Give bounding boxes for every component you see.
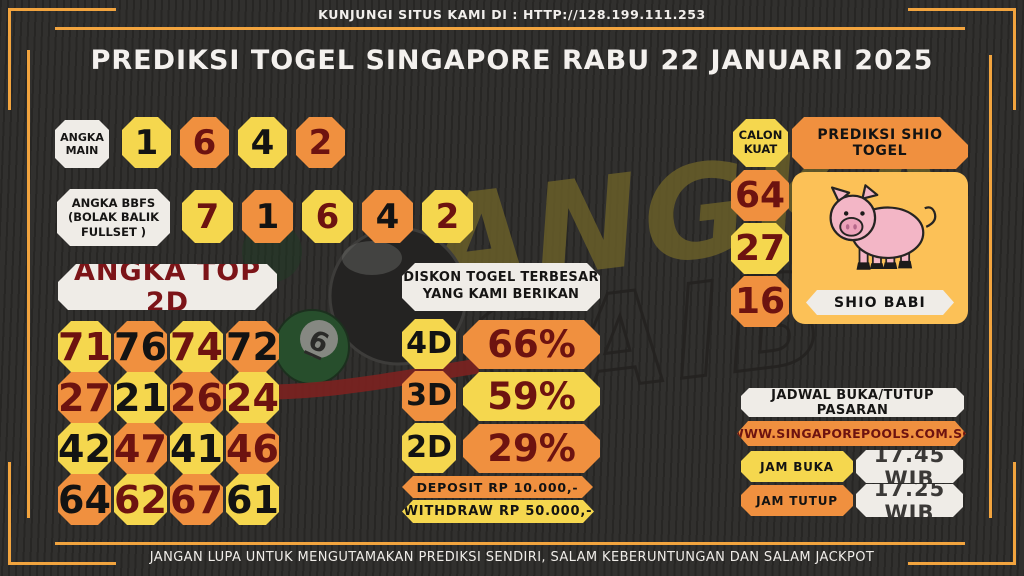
angka-bbfs-digit: 1 [242, 190, 293, 243]
shio-panel: SHIO BABI [792, 172, 968, 324]
angka-bbfs-label-line1: ANGKA BBFS [71, 195, 156, 210]
top-bar: KUNJUNGI SITUS KAMI DI : HTTP://128.199.… [0, 4, 1024, 24]
angka-top-2d-header: ANGKA TOP 2D [58, 264, 277, 310]
frame-corner-bl [8, 462, 11, 565]
jadwal-title-text: JADWAL BUKA/TUTUP PASARAN [771, 387, 934, 418]
frame-bottom-line [55, 542, 965, 545]
calon-kuat-line1: CALON [738, 128, 783, 143]
website-bar: WWW.SINGAPOREPOOLS.COM.SG [737, 421, 966, 446]
diskon-header: DISKON TOGEL TERBESAR YANG KAMI BERIKAN [402, 263, 600, 311]
diskon-3d-value: 59% [463, 372, 600, 421]
shio-number: 16 [731, 276, 789, 327]
angka-bbfs-label-line2: (BOLAK BALIK [67, 210, 160, 225]
top2d-cell: 41 [170, 423, 223, 474]
top2d-cell: 47 [114, 423, 167, 474]
angka-bbfs-label: ANGKA BBFS (BOLAK BALIK FULLSET ) [57, 189, 170, 246]
angka-bbfs-digit: 7 [182, 190, 233, 243]
top2d-cell: 21 [114, 372, 167, 423]
calon-kuat-badge: CALON KUAT [733, 119, 788, 167]
angka-bbfs-label-line3: FULLSET ) [80, 224, 147, 239]
diskon-2d-value: 29% [463, 424, 600, 473]
frame-left-line [27, 50, 30, 518]
website-text[interactable]: WWW.SINGAPOREPOOLS.COM.SG [730, 426, 973, 441]
deposit-text: DEPOSIT RP 10.000,- [416, 479, 579, 495]
jam-tutup-value: 17.25 WIB [856, 484, 963, 517]
diskon-4d-value: 66% [463, 320, 600, 369]
top2d-cell: 64 [58, 474, 111, 525]
angka-bbfs-digit: 2 [422, 190, 473, 243]
jam-buka-text: JAM BUKA [760, 459, 834, 474]
deposit-bar: DEPOSIT RP 10.000,- [402, 476, 593, 498]
diskon-2d-label: 2D [402, 423, 456, 473]
shio-header: PREDIKSI SHIO TOGEL [792, 117, 968, 169]
top2d-cell: 26 [170, 372, 223, 423]
angka-main-digit: 1 [122, 117, 171, 168]
diskon-3d-label: 3D [402, 371, 456, 421]
frame-top-line [55, 27, 965, 30]
angka-bbfs-digit: 4 [362, 190, 413, 243]
page-title: PREDIKSI TOGEL SINGAPORE RABU 22 JANUARI… [0, 40, 1024, 80]
shio-animal-bar: SHIO BABI [806, 290, 954, 315]
top2d-cell: 67 [170, 474, 223, 525]
jam-buka-value: 17.45 WIB [856, 450, 963, 483]
pig-illustration [829, 184, 937, 270]
top2d-cell: 46 [226, 423, 279, 474]
jam-buka-label: JAM BUKA [741, 451, 853, 482]
jadwal-header: JADWAL BUKA/TUTUP PASARAN [741, 388, 964, 417]
jam-tutup-label: JAM TUTUP [741, 485, 853, 516]
frame-corner-bl [8, 562, 116, 565]
angka-bbfs-digit: 6 [302, 190, 353, 243]
diskon-title-line1: DISKON TOGEL TERBESAR [403, 270, 599, 286]
frame-corner-br [908, 562, 1016, 565]
angka-main-label-line1: ANGKA [60, 130, 104, 144]
footer-bar: JANGAN LUPA UNTUK MENGUTAMAKAN PREDIKSI … [0, 546, 1024, 568]
top2d-cell: 24 [226, 372, 279, 423]
frame-corner-tl [8, 8, 116, 11]
diskon-4d-label: 4D [402, 319, 456, 369]
shio-number: 64 [731, 170, 789, 221]
footer-text: JANGAN LUPA UNTUK MENGUTAMAKAN PREDIKSI … [149, 549, 875, 565]
diskon-title-line2: YANG KAMI BERIKAN [422, 287, 580, 302]
top2d-cell: 74 [170, 321, 223, 372]
top2d-cell: 27 [58, 372, 111, 423]
frame-corner-br [1013, 462, 1016, 565]
top2d-cell: 61 [226, 474, 279, 525]
angka-main-digit: 6 [180, 117, 229, 168]
angka-main-digit: 2 [296, 117, 345, 168]
frame-corner-tr [1013, 8, 1016, 110]
angka-main-label-line2: MAIN [65, 144, 99, 157]
top2d-cell: 62 [114, 474, 167, 525]
top2d-cell: 72 [226, 321, 279, 372]
calon-kuat-line2: KUAT [743, 142, 778, 156]
angka-main-digit: 4 [238, 117, 287, 168]
frame-corner-tr [908, 8, 1016, 11]
top2d-cell: 42 [58, 423, 111, 474]
top2d-cell: 76 [114, 321, 167, 372]
shio-animal-text: SHIO BABI [834, 294, 926, 311]
shio-number: 27 [731, 223, 789, 274]
top2d-cell: 71 [58, 321, 111, 372]
frame-right-line [989, 55, 992, 518]
withdraw-text: WITHDRAW RP 50.000,- [403, 504, 593, 519]
jam-tutup-text: JAM TUTUP [756, 493, 838, 508]
frame-corner-tl [8, 8, 11, 110]
withdraw-bar: WITHDRAW RP 50.000,- [402, 500, 594, 523]
page-title-text: PREDIKSI TOGEL SINGAPORE RABU 22 JANUARI… [90, 44, 934, 76]
angka-main-label: ANGKA MAIN [55, 120, 109, 168]
angka-top-2d-title: ANGKA TOP 2D [73, 256, 262, 318]
shio-header-text: PREDIKSI SHIO TOGEL [817, 127, 943, 159]
site-url-text[interactable]: KUNJUNGI SITUS KAMI DI : HTTP://128.199.… [318, 6, 706, 22]
